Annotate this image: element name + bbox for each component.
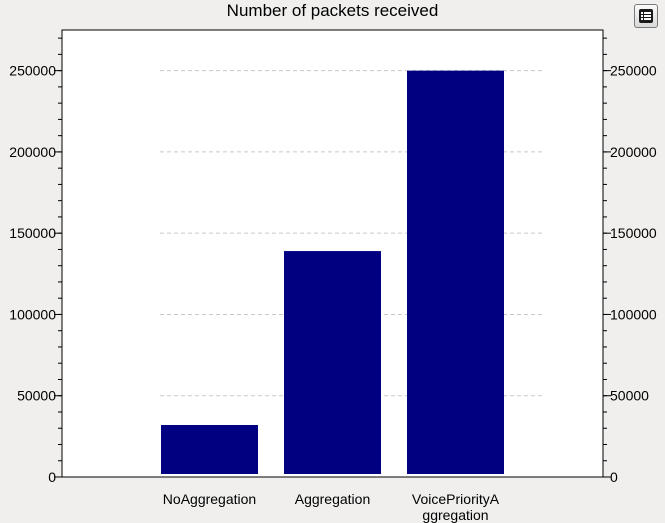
bar-voicepriorityaggregation bbox=[407, 70, 504, 475]
y-tick-label-left: 200000 bbox=[9, 144, 56, 160]
y-tick-label-right: 150000 bbox=[610, 225, 657, 241]
x-category-label: ggregation bbox=[422, 507, 488, 523]
y-tick-label-left: 250000 bbox=[9, 63, 56, 79]
y-tick-label-right: 0 bbox=[610, 469, 618, 485]
y-tick-label-right: 100000 bbox=[610, 306, 657, 322]
y-tick-label-right: 50000 bbox=[610, 388, 649, 404]
bars bbox=[161, 70, 504, 478]
chart-title: Number of packets received bbox=[226, 1, 439, 20]
y-tick-label-right: 250000 bbox=[610, 63, 657, 79]
list-icon bbox=[639, 9, 653, 23]
category-labels: NoAggregation Aggregation VoicePriorityAgg… bbox=[163, 491, 500, 523]
x-category-label: VoicePriorityA bbox=[412, 491, 500, 507]
axis-ticks: 0 0 50000 50000 100000 100000 150000 150000 2000… bbox=[9, 37, 657, 485]
y-tick-label-left: 50000 bbox=[17, 388, 56, 404]
y-tick-label-left: 0 bbox=[48, 469, 56, 485]
chart-menu-button[interactable] bbox=[634, 4, 658, 28]
bar-noaggregation bbox=[161, 424, 258, 474]
y-tick-label-left: 150000 bbox=[9, 225, 56, 241]
y-tick-label-left: 100000 bbox=[9, 306, 56, 322]
x-category-label: NoAggregation bbox=[163, 491, 256, 507]
x-category-label: Aggregation bbox=[295, 491, 371, 507]
bar-aggregation bbox=[284, 251, 381, 474]
y-tick-label-right: 200000 bbox=[610, 144, 657, 160]
